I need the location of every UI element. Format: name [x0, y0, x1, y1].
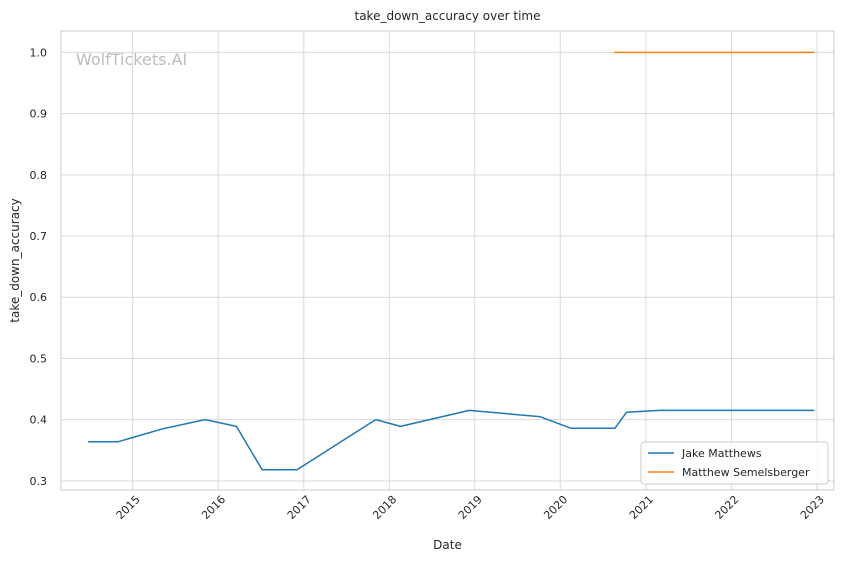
legend: Jake Matthews Matthew Semelsberger	[640, 441, 829, 485]
legend-box	[640, 441, 829, 485]
series-line-0	[88, 409, 815, 471]
y-tick-label: 0.4	[30, 414, 48, 427]
chart-title: take_down_accuracy over time	[355, 9, 541, 23]
y-tick-label: 0.3	[30, 475, 48, 488]
watermark: WolfTickets.AI	[76, 50, 187, 69]
grid	[61, 31, 834, 490]
y-tick-label: 0.7	[30, 230, 48, 243]
y-axis-label: take_down_accuracy	[8, 198, 22, 322]
plot-area	[60, 30, 835, 491]
legend-label-1: Matthew Semelsberger	[682, 466, 810, 479]
series-layer	[88, 51, 815, 471]
y-tick-label: 1.0	[30, 46, 48, 59]
y-tick-label: 0.6	[30, 291, 48, 304]
x-axis-label: Date	[433, 538, 462, 552]
legend-label-0: Jake Matthews	[681, 447, 762, 460]
y-tick-label: 0.8	[30, 169, 48, 182]
y-tick-label: 0.9	[30, 108, 48, 121]
y-tick-label: 0.5	[30, 352, 48, 365]
